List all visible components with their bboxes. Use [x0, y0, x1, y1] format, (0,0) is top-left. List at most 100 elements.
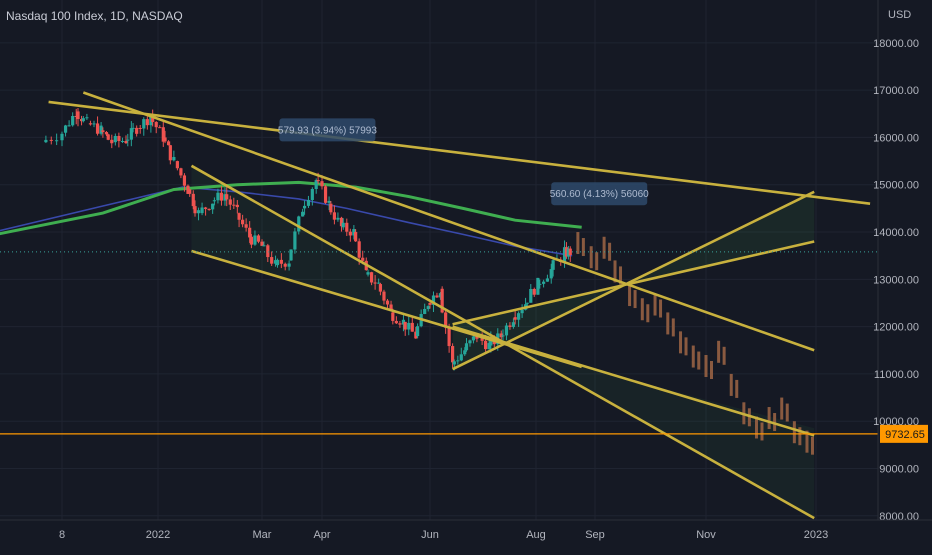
candle — [241, 219, 245, 225]
candle — [520, 309, 524, 314]
candle — [76, 111, 80, 120]
price-axis — [878, 0, 932, 550]
candle — [369, 272, 374, 283]
x-tick-label: Jun — [421, 529, 439, 541]
candle — [151, 116, 155, 123]
candle — [71, 115, 75, 126]
candle — [207, 208, 211, 210]
measure-label: 579.93 (3.94%) 57993 — [278, 125, 377, 136]
candle — [310, 189, 314, 200]
candle — [389, 304, 393, 311]
candle — [99, 125, 103, 134]
candle — [235, 204, 239, 208]
candle — [117, 135, 121, 142]
projection-bar — [691, 345, 695, 368]
projection-bar — [602, 236, 606, 259]
moving-average-long — [0, 180, 582, 236]
candle — [366, 272, 370, 275]
candle — [489, 337, 493, 346]
candle — [85, 117, 89, 119]
candle — [101, 130, 105, 133]
candle — [131, 127, 135, 129]
candle — [211, 203, 215, 210]
candle — [172, 157, 176, 161]
candle — [248, 227, 252, 238]
candle — [536, 277, 540, 295]
candle — [79, 119, 84, 122]
x-tick-label: 2023 — [804, 529, 828, 541]
projection-bar — [581, 238, 585, 257]
trend-line — [82, 91, 815, 352]
candle — [175, 161, 179, 169]
projection-bar — [576, 232, 580, 255]
candle — [161, 127, 165, 142]
projection-bar — [780, 397, 784, 420]
candle — [562, 247, 567, 254]
candle — [302, 205, 307, 209]
candle — [154, 122, 158, 128]
candle — [339, 217, 344, 227]
candle — [444, 312, 448, 328]
projection-bar — [659, 299, 663, 318]
candle — [357, 241, 361, 258]
measure-label-box — [551, 182, 648, 206]
trend-line — [452, 325, 815, 437]
candle — [219, 192, 224, 201]
projection-bar — [798, 427, 802, 446]
candle — [232, 204, 236, 206]
candle — [320, 181, 324, 187]
projection-bar — [613, 260, 617, 283]
x-tick-label: 8 — [59, 529, 65, 541]
candle — [149, 116, 153, 126]
candle — [517, 313, 521, 320]
candle — [426, 306, 430, 310]
candle — [306, 199, 311, 206]
candle — [511, 322, 516, 327]
projection-bar — [633, 290, 637, 309]
candle — [49, 139, 53, 141]
candle — [283, 263, 287, 267]
candle — [336, 217, 340, 220]
candle — [468, 340, 472, 344]
projection-bar — [628, 284, 632, 307]
candle — [456, 360, 460, 362]
projection-bar — [785, 403, 789, 422]
candle — [182, 175, 187, 186]
projection-bar — [710, 361, 713, 379]
y-tick-label: 13000.00 — [873, 274, 919, 286]
candle — [391, 312, 395, 321]
candle — [179, 168, 183, 176]
candle — [352, 229, 356, 236]
candle — [203, 207, 208, 209]
candle — [551, 260, 555, 270]
projection-bar — [735, 379, 739, 398]
candle — [401, 319, 406, 325]
candle — [568, 248, 572, 255]
candle — [126, 139, 130, 141]
projection-bar — [767, 407, 771, 430]
candle — [260, 241, 264, 246]
candle — [440, 288, 444, 313]
candle — [244, 224, 248, 228]
candle — [237, 213, 241, 220]
candle — [428, 302, 432, 305]
projection-bar — [684, 337, 688, 356]
candle — [471, 336, 476, 341]
candle — [249, 236, 254, 245]
candle — [398, 323, 402, 325]
candle — [373, 282, 377, 284]
candle — [459, 354, 463, 361]
candle — [532, 288, 536, 295]
candle — [168, 145, 172, 161]
candle — [55, 140, 59, 142]
projection-bar — [697, 351, 701, 370]
candle — [504, 325, 509, 336]
candle — [289, 249, 293, 261]
projection-bar — [805, 430, 809, 453]
candle — [525, 302, 529, 304]
trend-line — [452, 190, 815, 371]
x-tick-label: Nov — [696, 529, 716, 541]
candle — [63, 125, 68, 133]
